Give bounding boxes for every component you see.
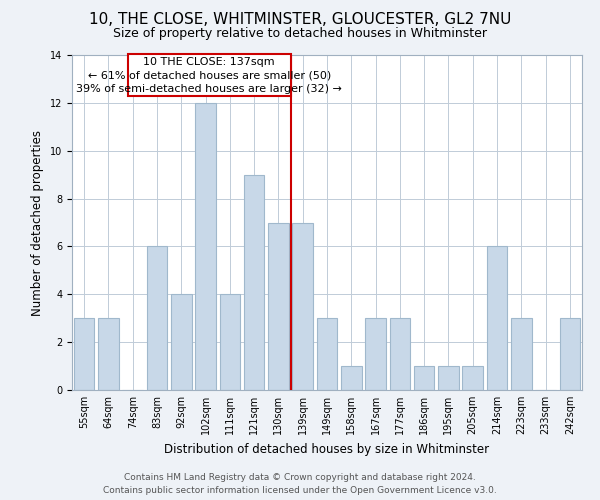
Text: ← 61% of detached houses are smaller (50): ← 61% of detached houses are smaller (50… [88, 70, 331, 81]
Bar [317, 318, 337, 390]
Bar [560, 318, 580, 390]
Bar [220, 294, 240, 390]
Bar [365, 318, 386, 390]
Bar [128, 54, 290, 96]
Bar [244, 174, 265, 390]
Bar [195, 103, 216, 390]
Bar [389, 318, 410, 390]
Bar [146, 246, 167, 390]
Bar [98, 318, 119, 390]
Bar [74, 318, 94, 390]
Bar [341, 366, 362, 390]
Bar [414, 366, 434, 390]
Bar [511, 318, 532, 390]
Bar [463, 366, 483, 390]
Bar [438, 366, 459, 390]
Bar [487, 246, 508, 390]
Text: 10, THE CLOSE, WHITMINSTER, GLOUCESTER, GL2 7NU: 10, THE CLOSE, WHITMINSTER, GLOUCESTER, … [89, 12, 511, 28]
Text: 10 THE CLOSE: 137sqm: 10 THE CLOSE: 137sqm [143, 56, 275, 66]
X-axis label: Distribution of detached houses by size in Whitminster: Distribution of detached houses by size … [164, 442, 490, 456]
Bar [171, 294, 191, 390]
Y-axis label: Number of detached properties: Number of detached properties [31, 130, 44, 316]
Text: 39% of semi-detached houses are larger (32) →: 39% of semi-detached houses are larger (… [76, 84, 342, 94]
Bar [268, 222, 289, 390]
Text: Contains HM Land Registry data © Crown copyright and database right 2024.
Contai: Contains HM Land Registry data © Crown c… [103, 473, 497, 495]
Bar [292, 222, 313, 390]
Text: Size of property relative to detached houses in Whitminster: Size of property relative to detached ho… [113, 28, 487, 40]
